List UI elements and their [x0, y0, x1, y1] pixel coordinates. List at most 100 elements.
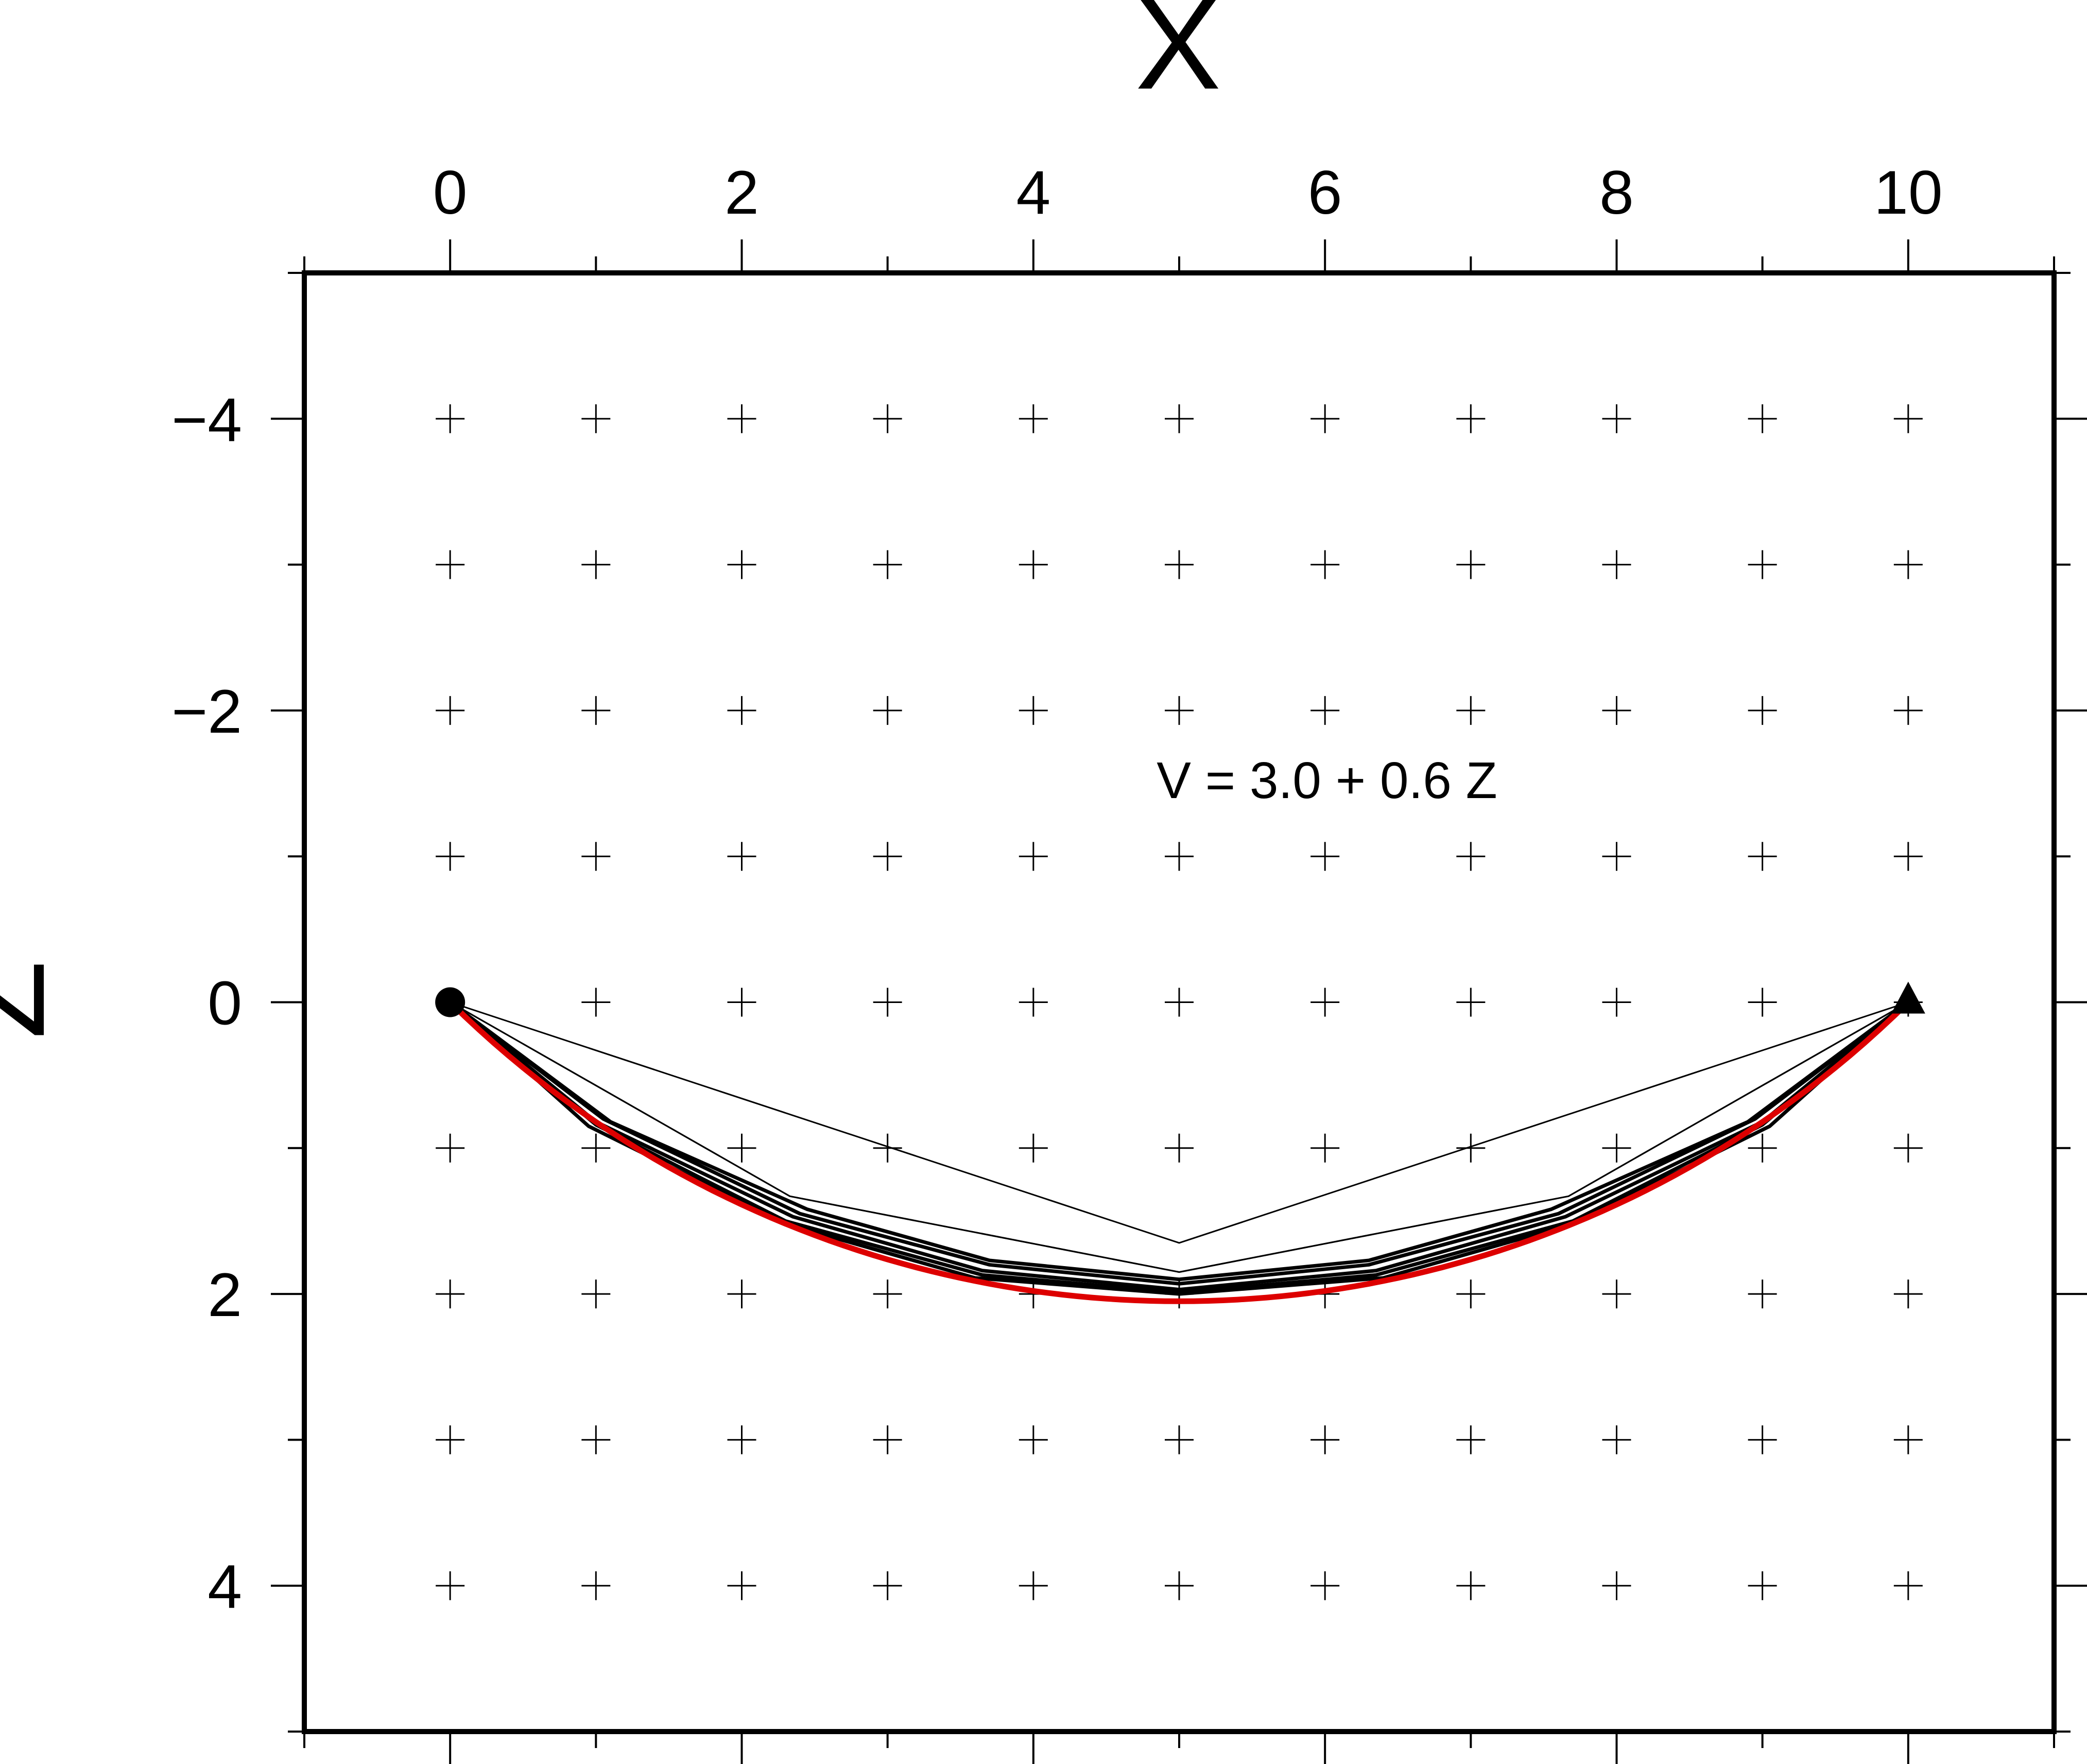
grid-cross [1165, 550, 1194, 579]
grid-cross [1748, 696, 1777, 725]
grid-cross [436, 696, 465, 725]
grid-cross [1748, 1279, 1777, 1309]
y-axis-title: Z [0, 961, 71, 1040]
ray-path [449, 1000, 1909, 1282]
y-tick-label: 0 [208, 969, 242, 1038]
grid-cross [1748, 988, 1777, 1017]
grid-cross [1310, 1425, 1340, 1455]
ray-paths [449, 1000, 1910, 1296]
grid-cross [727, 1133, 756, 1163]
ray-path [449, 1000, 1910, 1292]
grid-cross [1893, 842, 1923, 871]
grid-cross [727, 404, 756, 434]
grid-cross [436, 1425, 465, 1455]
grid-cross [1602, 1571, 1631, 1600]
grid-cross [727, 696, 756, 725]
grid-cross [1602, 1133, 1631, 1163]
grid-cross [1602, 988, 1631, 1017]
grid-cross [1310, 1571, 1340, 1600]
grid-cross [1893, 696, 1923, 725]
ray-path [450, 1001, 1909, 1244]
grid-cross [581, 988, 611, 1017]
y-tick-label: 4 [208, 1552, 242, 1621]
ray-path [449, 1000, 1909, 1286]
grid-cross [1165, 404, 1194, 434]
grid-cross [873, 1571, 902, 1600]
grid-cross [873, 696, 902, 725]
axis-ticks [271, 239, 2087, 1764]
grid-cross [873, 1133, 902, 1163]
ray-path [450, 1001, 1909, 1273]
grid-cross [727, 1571, 756, 1600]
grid-cross [436, 1279, 465, 1309]
grid-cross [1893, 550, 1923, 579]
grid-cross [1748, 550, 1777, 579]
exact-ray-curve [448, 1000, 1910, 1304]
y-tick-label: −4 [171, 385, 242, 454]
grid-cross [1165, 842, 1194, 871]
grid-cross [1019, 696, 1048, 725]
grid-cross [873, 988, 902, 1017]
grid-cross [436, 404, 465, 434]
grid-cross [1310, 550, 1340, 579]
y-tick-label: −2 [171, 677, 242, 746]
grid-cross [1893, 1279, 1923, 1309]
grid-cross [436, 842, 465, 871]
grid-cross [1165, 1571, 1194, 1600]
grid-cross [581, 1425, 611, 1455]
velocity-annotation: V = 3.0 + 0.6 Z [1157, 752, 1497, 809]
grid-cross [581, 842, 611, 871]
grid-cross [727, 1425, 756, 1455]
grid-cross [1456, 404, 1486, 434]
grid-cross [1019, 1571, 1048, 1600]
grid-cross [581, 404, 611, 434]
grid-cross [873, 842, 902, 871]
grid-cross [1602, 842, 1631, 871]
x-tick-label: 2 [725, 158, 759, 227]
grid-cross [873, 1425, 902, 1455]
grid-cross [873, 404, 902, 434]
x-tick-labels: 0 2 4 6 8 10 [433, 158, 1943, 227]
grid-cross [1310, 696, 1340, 725]
grid-cross [1602, 696, 1631, 725]
grid-cross [1019, 842, 1048, 871]
grid-cross [1165, 1133, 1194, 1163]
x-tick-label: 0 [433, 158, 468, 227]
grid-cross [1019, 1425, 1048, 1455]
grid-cross [1456, 1571, 1486, 1600]
grid-cross [1602, 404, 1631, 434]
grid-cross [1165, 1425, 1194, 1455]
grid-cross [1602, 1425, 1631, 1455]
grid-cross [1748, 1133, 1777, 1163]
source-marker [435, 987, 465, 1017]
grid-cross [1019, 550, 1048, 579]
plot-frame [302, 270, 2057, 1734]
grid-cross [1019, 404, 1048, 434]
y-tick-labels: −4 −2 0 2 4 [171, 385, 242, 1621]
receiver-marker [1891, 981, 1925, 1014]
x-axis-title: X [1135, 0, 1221, 116]
grid-cross [1456, 1133, 1486, 1163]
grid-cross [1310, 404, 1340, 434]
grid-cross [1893, 404, 1923, 434]
x-tick-label: 10 [1874, 158, 1942, 227]
grid-cross [1310, 1133, 1340, 1163]
grid-cross [1019, 1133, 1048, 1163]
grid-cross [581, 1133, 611, 1163]
grid-cross [1602, 550, 1631, 579]
x-tick-label: 4 [1016, 158, 1050, 227]
grid-cross [1456, 696, 1486, 725]
grid-cross [1165, 988, 1194, 1017]
grid-cross [436, 1133, 465, 1163]
grid-cross [727, 988, 756, 1017]
grid-cross [1310, 842, 1340, 871]
grid-cross [1165, 696, 1194, 725]
grid-cross [581, 696, 611, 725]
grid-cross [873, 550, 902, 579]
grid-cross [1456, 1425, 1486, 1455]
grid-cross [1602, 1279, 1631, 1309]
grid-cross [1893, 1133, 1923, 1163]
grid-crosses [436, 404, 1923, 1600]
grid-cross [1456, 988, 1486, 1017]
